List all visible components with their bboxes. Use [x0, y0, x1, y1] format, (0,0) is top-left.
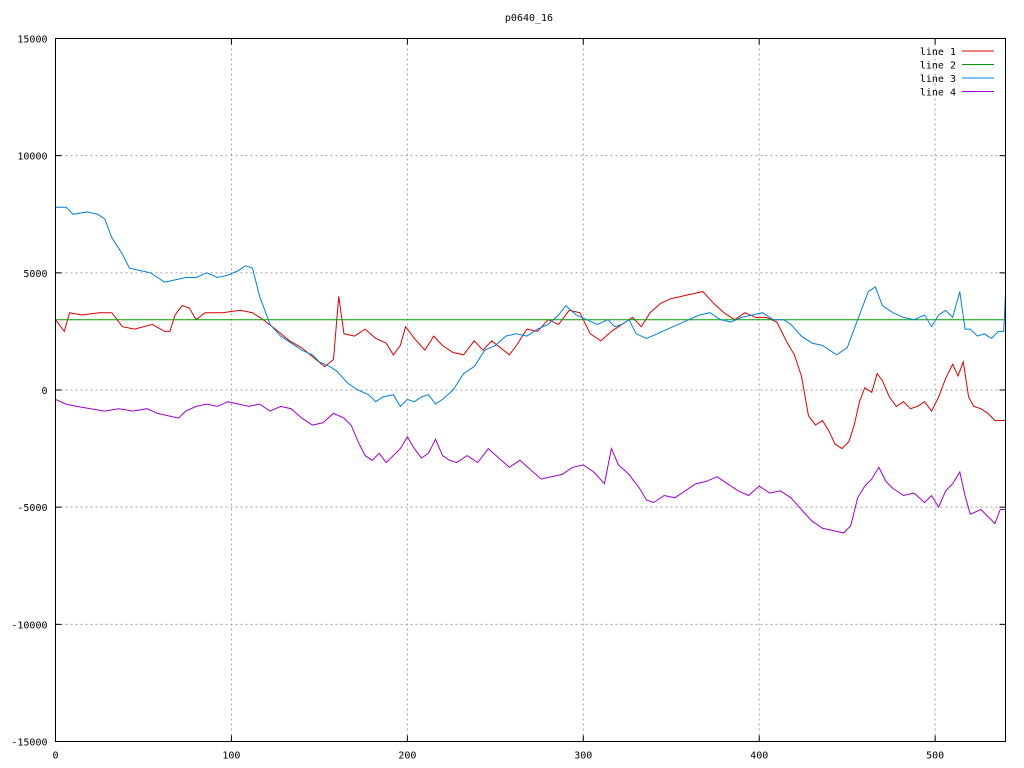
series-line-3 — [55, 206, 1006, 408]
x-tick-label: 100 — [222, 751, 240, 762]
y-tick-label: 10000 — [17, 152, 47, 163]
y-tick-label: 0 — [41, 386, 47, 397]
x-tick-label: 0 — [52, 751, 58, 762]
y-tick-label: -15000 — [11, 738, 47, 749]
series-lines — [55, 206, 1006, 534]
legend-label: line 1 — [920, 47, 956, 58]
y-tick-label: 5000 — [23, 269, 47, 280]
x-tick-label: 500 — [926, 751, 944, 762]
y-tick-label: -5000 — [17, 503, 47, 514]
x-tick-label: 200 — [398, 751, 416, 762]
chart-title: p0640_16 — [505, 13, 553, 24]
series-line-1 — [55, 291, 1006, 450]
legend: line 1 line 2 line 3 line 4 — [920, 47, 994, 99]
grid-lines — [55, 38, 1006, 742]
legend-label: line 4 — [920, 88, 956, 99]
legend-label: line 2 — [920, 61, 956, 72]
legend-label: line 3 — [920, 74, 956, 85]
series-line-4 — [55, 398, 1006, 534]
axis-ticks: 0 100 200 300 400 500 -15000 -10000 -5000 0 5000 10… — [11, 35, 1006, 762]
x-tick-label: 400 — [750, 751, 768, 762]
y-tick-label: 15000 — [17, 35, 47, 46]
y-tick-label: -10000 — [11, 620, 47, 631]
x-tick-label: 300 — [574, 751, 592, 762]
